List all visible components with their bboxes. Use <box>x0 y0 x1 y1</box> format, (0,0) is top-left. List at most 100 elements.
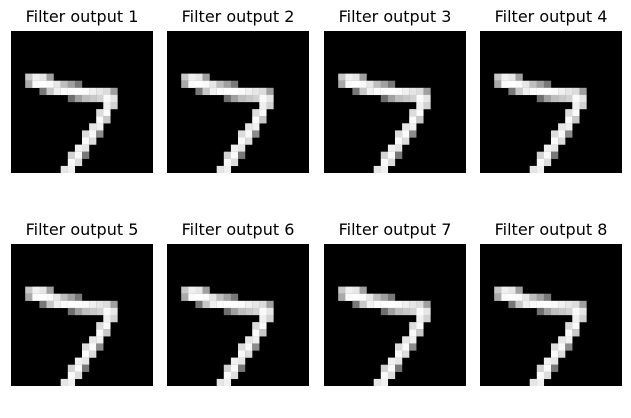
image-pixel <box>223 300 232 309</box>
image-pixel <box>565 322 573 330</box>
image-pixel <box>409 130 417 138</box>
image-pixel <box>536 165 545 173</box>
image-pixel <box>188 80 196 88</box>
image-pixel <box>416 94 424 103</box>
image-pixel <box>494 73 502 81</box>
image-pixel <box>416 322 424 330</box>
image-pixel <box>74 357 83 365</box>
image-pixel <box>82 364 90 372</box>
image-pixel <box>103 315 111 323</box>
image-pixel <box>252 123 260 131</box>
image-pixel <box>245 343 253 351</box>
image-pixel <box>67 165 76 173</box>
image-pixel <box>373 80 381 88</box>
image-pixel <box>558 94 566 103</box>
image-pixel <box>395 130 403 138</box>
image-pixel <box>223 87 232 96</box>
image-pixel <box>409 116 417 124</box>
image-pixel <box>395 87 403 96</box>
panel-title: Filter output 2 <box>181 7 295 26</box>
image-pixel <box>74 364 83 372</box>
image-pixel <box>565 94 573 103</box>
image-pixel <box>345 73 353 81</box>
image-pixel <box>245 130 253 138</box>
image-pixel <box>195 80 203 88</box>
image-pixel <box>238 94 246 103</box>
image-pixel <box>181 293 189 301</box>
image-pixel <box>536 151 545 159</box>
image-pixel <box>259 307 267 316</box>
image-pixel <box>352 73 360 81</box>
image-pixel <box>25 73 33 81</box>
image-pixel <box>252 94 260 103</box>
image-pixel <box>230 364 239 372</box>
image-pixel <box>565 123 573 131</box>
image-pixel <box>89 307 97 316</box>
image-pixel <box>82 300 90 309</box>
panel-title: Filter output 6 <box>181 220 295 239</box>
image-pixel <box>380 165 389 173</box>
image-pixel <box>352 300 360 309</box>
image-pixel <box>259 315 267 323</box>
digit-seven-strokes <box>494 73 587 173</box>
image-pixel <box>230 293 239 301</box>
image-pixel <box>373 300 381 309</box>
digit-seven-strokes <box>25 286 118 386</box>
image-pixel <box>416 329 424 337</box>
image-pixel <box>195 300 203 309</box>
image-pixel <box>245 350 253 358</box>
image-pixel <box>238 364 246 372</box>
image-pixel <box>238 350 246 358</box>
image-pixel <box>230 144 239 152</box>
image-pixel <box>238 130 246 138</box>
image-pixel <box>551 343 559 351</box>
image-pixel <box>558 87 566 96</box>
image-pixel <box>53 80 61 88</box>
image-pixel <box>543 357 552 365</box>
image-pixel <box>39 80 47 88</box>
image-pixel <box>494 80 502 88</box>
image-pixel <box>89 87 97 96</box>
image-pixel <box>402 130 410 138</box>
image-pixel <box>423 87 431 96</box>
image-pixel <box>579 94 587 103</box>
image-pixel <box>209 87 217 96</box>
digit-seven-strokes <box>494 286 587 386</box>
image-pixel <box>423 94 431 103</box>
image-pixel <box>515 87 523 96</box>
image-pixel <box>529 87 537 96</box>
image-pixel <box>67 371 76 380</box>
image-pixel <box>395 137 403 145</box>
image-pixel <box>536 364 545 372</box>
image-pixel <box>558 336 566 344</box>
image-pixel <box>373 87 381 96</box>
image-pixel <box>25 293 33 301</box>
image-pixel <box>423 315 431 323</box>
image-pixel <box>558 130 566 138</box>
image-pixel <box>402 87 410 96</box>
image-pixel <box>551 130 559 138</box>
filter-output-image <box>480 31 622 173</box>
image-pixel <box>572 116 580 124</box>
image-pixel <box>572 109 580 117</box>
image-pixel <box>223 165 232 173</box>
image-pixel <box>395 151 403 159</box>
image-pixel <box>46 300 54 309</box>
image-pixel <box>558 343 566 351</box>
image-pixel <box>345 293 353 301</box>
image-pixel <box>74 300 83 309</box>
image-pixel <box>74 151 83 159</box>
image-pixel <box>60 80 68 88</box>
image-pixel <box>579 300 587 309</box>
image-pixel <box>572 322 580 330</box>
image-pixel <box>416 315 424 323</box>
image-pixel <box>536 94 545 103</box>
image-pixel <box>209 80 217 88</box>
image-pixel <box>508 293 516 301</box>
image-pixel <box>395 350 403 358</box>
image-pixel <box>522 80 530 88</box>
image-pixel <box>380 378 389 386</box>
image-pixel <box>238 300 246 309</box>
image-pixel <box>202 293 210 301</box>
image-pixel <box>551 350 559 358</box>
